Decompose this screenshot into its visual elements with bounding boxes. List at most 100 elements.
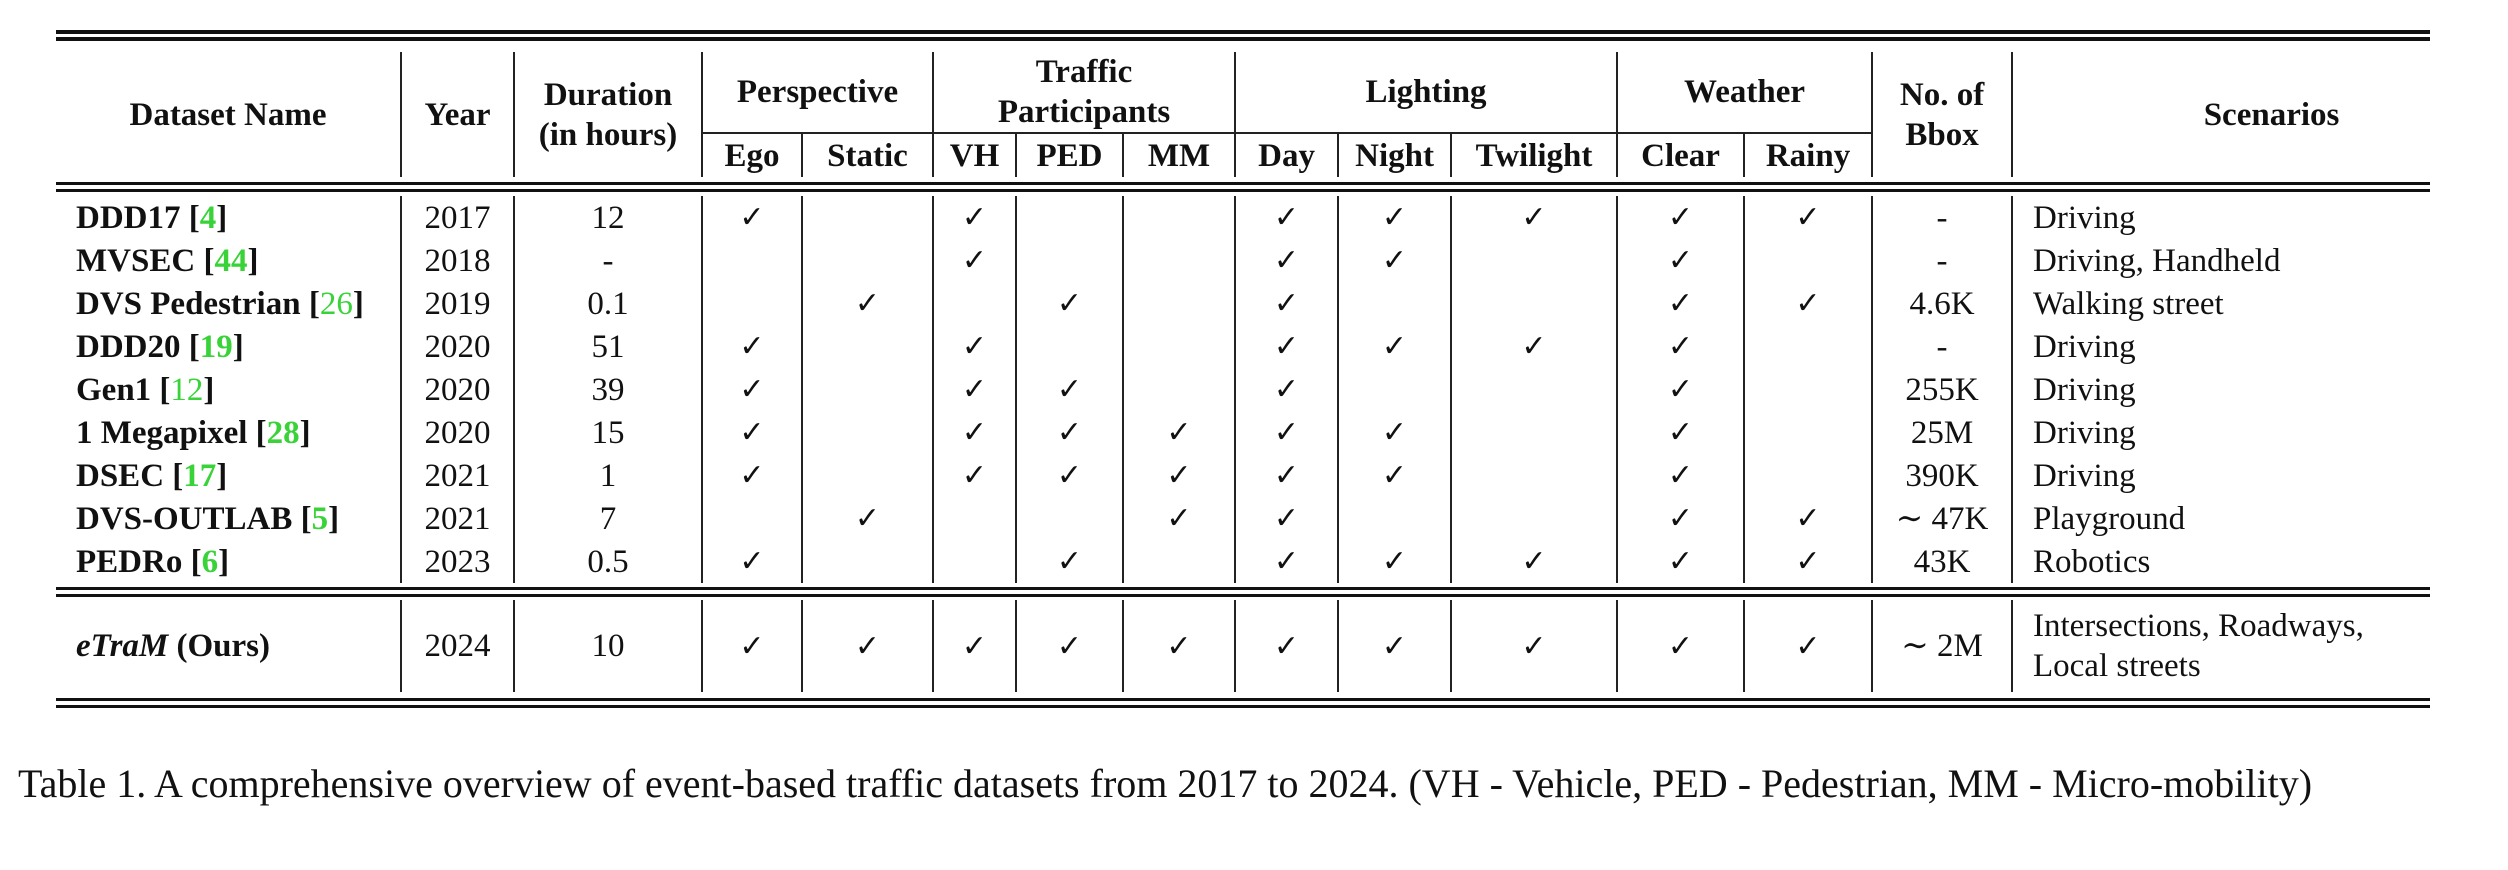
cell-ped (1015, 325, 1123, 368)
check-mark: ✓ (1273, 372, 1300, 407)
table-row: DVS-OUTLAB [5] 2021 7 ✓ ✓ ✓ ✓ ✓ ∼ 47K Playground (56, 497, 2508, 540)
check-mark: ✓ (739, 200, 765, 235)
table-row: DVS Pedestrian [26] 2019 0.1 ✓ ✓ ✓ ✓ ✓ 4.6K Walki… (56, 282, 2508, 325)
dataset-name: DVS Pedestrian (76, 285, 301, 322)
cell-rainy (1743, 454, 1872, 497)
cell-clear: ✓ (1616, 368, 1744, 411)
check-mark: ✓ (1667, 200, 1694, 235)
cell-clear: ✓ (1616, 325, 1744, 368)
check-mark: ✓ (1381, 628, 1408, 664)
cell-ego: ✓ (701, 540, 802, 583)
check-mark: ✓ (961, 372, 988, 407)
cell-dataset-name: Gen1 [12] (76, 371, 215, 408)
check-mark: ✓ (1273, 415, 1300, 450)
ours-rule-2 (56, 594, 2430, 597)
cell-mm (1122, 196, 1235, 239)
cell-ped: ✓ (1015, 454, 1123, 497)
cell-vh: ✓ (932, 239, 1016, 282)
cell-scenarios: Driving, Handheld (2011, 239, 2508, 282)
cell-duration: - (513, 239, 702, 282)
cell-day: ✓ (1234, 196, 1338, 239)
cell-rainy: ✓ (1743, 282, 1872, 325)
cell-bbox: 255K (1871, 368, 2012, 411)
check-mark: ✓ (739, 415, 765, 450)
cell-scenarios: Intersections, Roadways, Local streets (2011, 600, 2508, 692)
cell-dataset-name: 1 Megapixel [28] (76, 414, 311, 451)
cell-rainy (1743, 239, 1872, 282)
check-mark: ✓ (961, 243, 988, 278)
check-mark: ✓ (1273, 458, 1300, 493)
dataset-name: PEDRo (76, 543, 183, 580)
check-mark: ✓ (1056, 628, 1083, 664)
dataset-name: DVS-OUTLAB (76, 500, 293, 537)
header-ego: Ego (701, 133, 802, 177)
table-caption: Table 1. A comprehensive overview of eve… (18, 761, 2313, 806)
check-mark: ✓ (1381, 544, 1408, 579)
cell-bbox: 43K (1871, 540, 2012, 583)
check-mark: ✓ (1667, 286, 1694, 321)
check-mark: ✓ (854, 628, 881, 664)
cell-rainy (1743, 411, 1872, 454)
dataset-name: DDD20 (76, 328, 181, 365)
citation-link: 44 (214, 242, 248, 279)
cell-ped (1015, 497, 1123, 540)
table-row: DDD20 [19] 2020 51 ✓ ✓ ✓ ✓ ✓ ✓ - Driving (56, 325, 2508, 368)
cell-vh: ✓ (932, 600, 1016, 692)
table-row: DDD17 [4] 2017 12 ✓ ✓ ✓ ✓ ✓ ✓ ✓ - Driving (56, 196, 2508, 239)
scenarios-line: Intersections, Roadways, (2033, 608, 2364, 644)
cell-duration: 1 (513, 454, 702, 497)
check-mark: ✓ (1056, 544, 1083, 579)
cell-twilight (1450, 454, 1617, 497)
check-mark: ✓ (1667, 628, 1694, 664)
check-mark: ✓ (1273, 544, 1300, 579)
table-row: PEDRo [6] 2023 0.5 ✓ ✓ ✓ ✓ ✓ ✓ ✓ 43K Robotics (56, 540, 2508, 583)
cell-twilight (1450, 282, 1617, 325)
cell-day: ✓ (1234, 368, 1338, 411)
cell-static (801, 239, 933, 282)
cell-ped: ✓ (1015, 411, 1123, 454)
check-mark: ✓ (1667, 372, 1694, 407)
cell-scenarios: Driving (2011, 454, 2508, 497)
check-mark: ✓ (1381, 415, 1408, 450)
check-mark: ✓ (1166, 501, 1192, 536)
cell-static (801, 325, 933, 368)
cell-ego: ✓ (701, 325, 802, 368)
dataset-name: eTraM (76, 628, 169, 664)
cell-day: ✓ (1234, 600, 1338, 692)
cell-mm: ✓ (1122, 600, 1235, 692)
cell-static (801, 540, 933, 583)
check-mark: ✓ (1795, 286, 1821, 321)
cell-scenarios: Driving (2011, 411, 2508, 454)
ours-rule-1 (56, 587, 2430, 590)
cell-clear: ✓ (1616, 454, 1744, 497)
cell-ego (701, 497, 802, 540)
cell-clear: ✓ (1616, 196, 1744, 239)
citation-link: 5 (311, 500, 329, 537)
table-row: Gen1 [12] 2020 39 ✓ ✓ ✓ ✓ ✓ 255K Driving (56, 368, 2508, 411)
cell-dataset-name: DDD17 [4] (76, 199, 228, 236)
cell-twilight (1450, 368, 1617, 411)
cell-twilight (1450, 239, 1617, 282)
cell-ped: ✓ (1015, 540, 1123, 583)
cell-vh: ✓ (932, 368, 1016, 411)
check-mark: ✓ (739, 329, 765, 364)
cell-dataset-name: MVSEC [44] (76, 242, 259, 279)
check-mark: ✓ (1667, 415, 1694, 450)
cell-duration: 51 (513, 325, 702, 368)
scenarios-line: Local streets (2033, 648, 2201, 684)
cell-dataset-name: DVS-OUTLAB [5] (76, 500, 340, 537)
header-clear: Clear (1616, 133, 1745, 177)
cell-year: 2020 (400, 411, 514, 454)
cell-mm (1122, 540, 1235, 583)
cell-night (1337, 282, 1451, 325)
cell-ped: ✓ (1015, 600, 1123, 692)
cell-ped: ✓ (1015, 282, 1123, 325)
cell-vh (932, 282, 1016, 325)
citation-link: 6 (201, 543, 219, 580)
cell-rainy: ✓ (1743, 196, 1872, 239)
check-mark: ✓ (1273, 200, 1300, 235)
check-mark: ✓ (1667, 243, 1694, 278)
cell-ego (701, 282, 802, 325)
check-mark: ✓ (1521, 200, 1547, 235)
cell-duration: 12 (513, 196, 702, 239)
